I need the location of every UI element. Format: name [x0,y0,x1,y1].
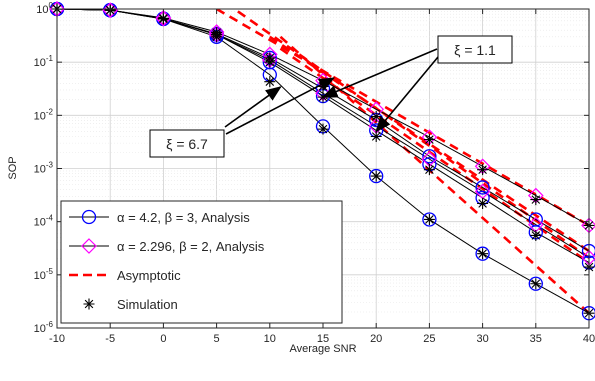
annotation-arrow [375,56,439,133]
asymptote-line [215,9,589,227]
data-point-asterisk [264,76,276,88]
data-point-asterisk [317,123,329,135]
y-tick-base: 10 [36,4,48,16]
data-point-asterisk [264,52,276,64]
data-point-circle [528,276,543,291]
y-tick-exponent: -6 [46,320,54,329]
x-tick-label: -10 [49,333,65,345]
data-point-circle [369,168,384,184]
y-tick-base: 10 [34,217,46,229]
data-point-circle [422,149,437,164]
y-tick-exponent: -5 [46,267,54,276]
y-tick-exponent: -3 [46,161,54,170]
x-tick-label: 35 [530,333,542,345]
y-tick-base: 10 [34,57,46,69]
data-point-asterisk [530,278,542,290]
data-point-asterisk [530,194,542,206]
x-tick-label: 30 [476,333,488,345]
y-tick-exponent: 0 [49,1,54,10]
annotation-label: ξ = 6.7 [166,136,208,152]
y-tick-base: 10 [34,110,46,122]
y-tick-label: 10-2 [34,107,54,122]
data-point-asterisk [157,12,169,24]
y-tick-exponent: -4 [46,214,54,223]
y-tick-exponent: -1 [46,54,54,63]
asymptote-line [237,10,589,259]
legend-label: Asymptotic [117,268,181,283]
annotation-arrow [224,86,282,128]
tick-layer: -10 -5 0 5 10 15 20 25 30 35 4010010-110-210-310-4… [34,1,595,345]
x-tick-label: 5 [214,333,220,345]
annotation-label: ξ = 1.1 [454,42,496,58]
y-tick-label: 10-5 [34,267,54,282]
legend-box [60,200,343,324]
legend-label: α = 2.296, β = 2, Analysis [117,239,265,254]
y-axis-label: SOP [7,156,19,179]
legend: α = 4.2, β = 3, Analysis α = 2.296, β = 2… [60,200,343,324]
data-point-asterisk [83,298,95,310]
data-point-asterisk [530,229,542,241]
data-point-asterisk [477,197,489,209]
data-point-diamond [81,238,97,254]
data-point-asterisk [477,164,489,176]
annotation-arrow [321,48,438,98]
y-tick-label: 10-4 [34,214,54,229]
data-point-diamond [155,10,172,27]
data-point-circle [528,212,543,227]
x-axis-label: Average SNR [289,343,356,355]
data-point-circle [475,180,490,195]
asymptote-line [279,35,589,315]
y-tick-base: 10 [34,323,46,335]
x-tick-label: 20 [370,333,382,345]
annotation-arrow [225,77,336,135]
data-point-asterisk [423,164,435,176]
data-point-circle [81,209,97,225]
asymptote-line [269,35,589,253]
annotation-box [149,129,225,158]
data-point-asterisk [370,130,382,142]
annotation-box [437,35,513,64]
y-tick-exponent: -2 [46,107,54,116]
data-point-circle [475,246,490,261]
y-tick-base: 10 [34,164,46,176]
x-tick-label: 25 [423,333,435,345]
y-tick-label: 10-6 [34,320,54,335]
data-point-asterisk [211,27,223,39]
data-point-asterisk [423,134,435,146]
data-point-asterisk [423,213,435,225]
data-point-asterisk [370,170,382,182]
annotation-layer: ξ = 1.1 ξ = 6.7 [149,35,513,158]
y-tick-label: 10-1 [34,54,54,69]
x-tick-label: 40 [583,333,595,345]
x-tick-label: 0 [160,333,166,345]
data-point-asterisk [477,248,489,260]
x-tick-label: -5 [105,333,115,345]
y-tick-label: 100 [36,1,53,16]
legend-label: Simulation [117,297,178,312]
x-tick-label: 15 [317,333,329,345]
data-point-diamond [102,2,119,19]
data-point-circle [422,212,437,227]
legend-label: α = 4.2, β = 3, Analysis [117,210,250,225]
data-point-asterisk [370,111,382,123]
y-tick-label: 10-3 [34,161,54,176]
x-tick-label: 10 [264,333,276,345]
y-tick-base: 10 [34,270,46,282]
